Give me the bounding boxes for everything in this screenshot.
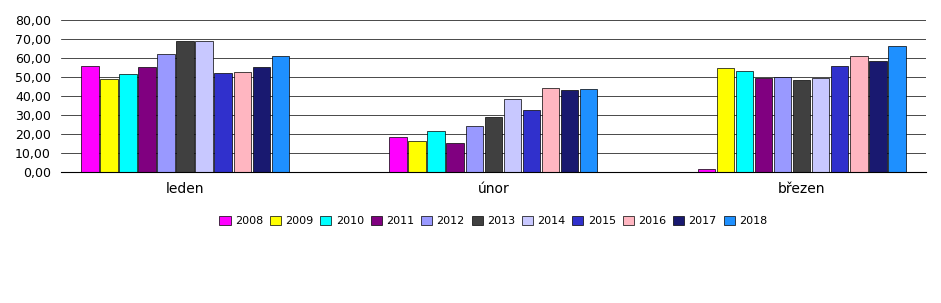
Bar xyxy=(503,99,521,172)
Bar xyxy=(736,72,753,172)
Bar xyxy=(138,67,156,172)
Bar xyxy=(252,67,270,172)
Bar xyxy=(697,168,715,172)
Bar xyxy=(176,41,194,172)
Bar xyxy=(812,78,829,172)
Bar xyxy=(427,132,445,172)
Bar xyxy=(522,111,540,172)
Bar xyxy=(485,117,502,172)
Bar xyxy=(850,56,868,172)
Legend: 2008, 2009, 2010, 2011, 2012, 2013, 2014, 2015, 2016, 2017, 2018: 2008, 2009, 2010, 2011, 2012, 2013, 2014… xyxy=(215,211,772,231)
Bar xyxy=(390,137,407,172)
Bar xyxy=(793,80,810,172)
Bar xyxy=(888,46,905,172)
Bar xyxy=(408,141,426,172)
Bar xyxy=(233,72,251,172)
Bar xyxy=(100,79,118,172)
Bar xyxy=(831,66,849,172)
Bar xyxy=(755,78,773,172)
Bar xyxy=(120,74,136,172)
Bar xyxy=(272,56,289,172)
Bar xyxy=(157,54,175,172)
Bar xyxy=(869,61,886,172)
Bar xyxy=(446,143,464,172)
Bar xyxy=(81,66,99,172)
Bar xyxy=(215,73,232,172)
Bar xyxy=(561,91,579,172)
Bar xyxy=(580,88,598,172)
Bar xyxy=(774,77,791,172)
Bar xyxy=(717,68,734,172)
Bar xyxy=(542,88,559,172)
Bar xyxy=(466,126,483,172)
Bar xyxy=(196,41,213,172)
